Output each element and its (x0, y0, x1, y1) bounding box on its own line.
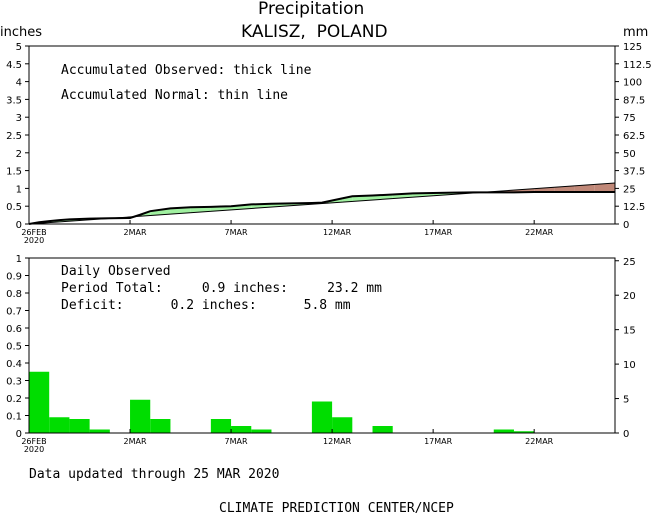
y-tick-label-left: 4.5 (6, 60, 22, 71)
y-tick-label-left: 0.3 (6, 377, 22, 388)
y-tick-label-left: 0 (16, 429, 22, 440)
y-tick-label-left: 0 (16, 220, 22, 231)
period-total-note: Period Total: 0.9 inches: 23.2 mm (61, 281, 382, 296)
y-tick-label-right: 20 (623, 291, 636, 302)
y-tick-label-right: 75 (623, 113, 636, 124)
x-tick-sublabel: 2020 (24, 445, 44, 454)
daily-bar (69, 419, 90, 433)
y-tick-label-right: 37.5 (623, 167, 645, 178)
x-tick-label: 22MAR (525, 228, 554, 237)
x-tick-label: 7MAR (225, 437, 248, 446)
x-tick-label: 12MAR (323, 228, 352, 237)
daily-bar (231, 426, 252, 433)
y-tick-label-left: 0.5 (6, 202, 22, 213)
y-tick-label-right: 125 (623, 42, 642, 53)
y-tick-label-right: 112.5 (623, 60, 652, 71)
y-tick-label-left: 3.5 (6, 95, 22, 106)
unit-left-label: inches (0, 25, 43, 40)
accumulated-observed-line (28, 190, 615, 225)
y-tick-label-left: 1 (16, 254, 22, 265)
x-tick-label: 26FEB (21, 437, 46, 446)
chart-title: Precipitation (258, 0, 365, 19)
y-tick-label-left: 0.4 (6, 359, 22, 370)
y-tick-label-left: 0.2 (6, 394, 22, 405)
x-tick-label: 2MAR (124, 437, 147, 446)
accumulated-fill (150, 208, 171, 216)
y-tick-label-right: 5 (623, 395, 629, 406)
daily-bar (513, 431, 535, 433)
y-tick-label-left: 0.5 (6, 342, 22, 353)
x-tick-label: 7MAR (225, 228, 248, 237)
y-tick-label-left: 2.5 (6, 131, 22, 142)
credit-text: CLIMATE PREDICTION CENTER/NCEP (219, 501, 454, 516)
accumulated-fill (574, 184, 595, 192)
x-tick-label: 22MAR (525, 437, 554, 446)
y-tick-label-right: 100 (623, 78, 642, 89)
daily-bar (251, 429, 272, 433)
accum-normal-note: Accumulated Normal: thin line (61, 88, 288, 103)
y-tick-label-right: 12.5 (623, 202, 645, 213)
y-tick-label-left: 1.5 (6, 167, 22, 178)
data-updated-text: Data updated through 25 MAR 2020 (29, 467, 280, 482)
y-tick-label-left: 3 (16, 113, 22, 124)
daily-bar (311, 401, 333, 433)
daily-bar (89, 429, 110, 433)
y-tick-label-right: 10 (623, 360, 636, 371)
x-tick-label: 17MAR (424, 437, 453, 446)
y-tick-label-left: 0.1 (6, 412, 22, 423)
x-tick-label: 17MAR (424, 228, 453, 237)
y-tick-label-right: 62.5 (623, 131, 645, 142)
x-tick-label: 2MAR (124, 228, 147, 237)
daily-bar (29, 371, 50, 433)
accum-observed-note: Accumulated Observed: thick line (61, 63, 312, 78)
daily-bar (493, 429, 514, 433)
x-tick-label: 12MAR (323, 437, 352, 446)
y-tick-label-right: 15 (623, 326, 636, 337)
y-tick-label-left: 0.9 (6, 272, 22, 283)
y-tick-label-right: 0 (623, 220, 629, 231)
y-tick-label-left: 0.6 (6, 324, 22, 335)
accumulated-fill (594, 183, 615, 192)
daily-bar (130, 399, 151, 433)
accumulated-panel: 00.511.522.533.544.55012.52537.55062.575… (6, 42, 652, 245)
daily-bar (210, 419, 232, 433)
daily-panel: 00.10.20.30.40.50.60.70.80.9105101520252… (6, 254, 636, 454)
y-tick-label-right: 50 (623, 149, 636, 160)
x-tick-sublabel: 2020 (24, 236, 44, 245)
daily-bar (372, 426, 393, 433)
deficit-note: Deficit: 0.2 inches: 5.8 mm (61, 298, 351, 313)
y-tick-label-left: 0.7 (6, 307, 22, 318)
daily-observed-note: Daily Observed (61, 264, 171, 279)
daily-bar (49, 417, 70, 433)
chart-subtitle: KALISZ, POLAND (241, 22, 388, 42)
y-tick-label-right: 25 (623, 184, 636, 195)
daily-bar (332, 417, 353, 433)
x-tick-label: 26FEB (21, 228, 46, 237)
y-tick-label-left: 1 (16, 184, 22, 195)
y-tick-label-right: 25 (623, 257, 636, 268)
y-tick-label-right: 0 (623, 429, 629, 440)
y-tick-label-right: 87.5 (623, 95, 645, 106)
y-tick-label-left: 4 (16, 78, 22, 89)
unit-right-label: mm (623, 25, 649, 40)
daily-bar (150, 419, 171, 433)
y-tick-label-left: 0.8 (6, 289, 22, 300)
y-tick-label-left: 2 (16, 149, 22, 160)
y-tick-label-left: 5 (16, 42, 22, 53)
